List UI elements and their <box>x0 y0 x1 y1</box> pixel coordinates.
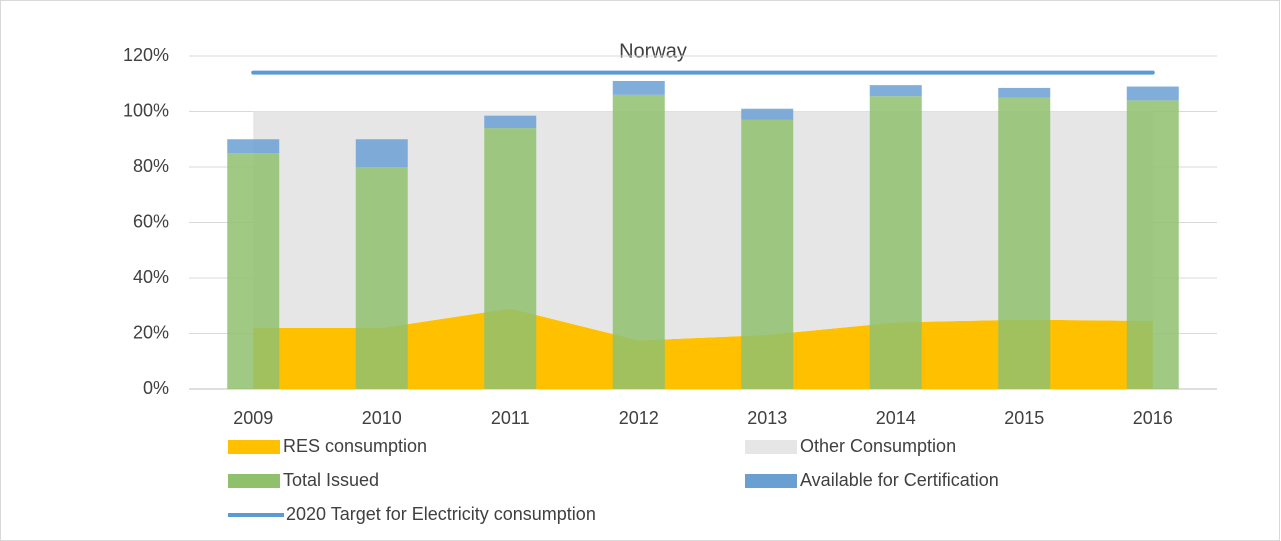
legend-label: Available for Certification <box>800 470 999 490</box>
bar <box>355 139 408 167</box>
legend-swatch <box>228 440 280 454</box>
x-tick-label: 2010 <box>362 408 402 428</box>
bar <box>484 115 537 129</box>
chart-title: Norway <box>619 40 687 62</box>
bar <box>998 97 1051 389</box>
bar <box>612 94 665 389</box>
legend-label: Other Consumption <box>800 436 956 456</box>
area <box>253 308 1153 389</box>
bar <box>484 128 537 389</box>
x-tick-label: 2012 <box>619 408 659 428</box>
legend-label: RES consumption <box>283 436 427 456</box>
legend-label: 2020 Target for Electricity consumption <box>286 504 596 524</box>
x-tick-label: 2013 <box>747 408 787 428</box>
bar <box>355 167 408 389</box>
bar <box>869 96 922 390</box>
x-tick-label: 2015 <box>1004 408 1044 428</box>
bar <box>869 85 922 97</box>
bar <box>741 119 794 389</box>
bar <box>227 139 280 154</box>
y-tick-label: 80% <box>133 156 169 176</box>
bar <box>612 80 665 95</box>
y-tick-label: 20% <box>133 322 169 342</box>
x-tick-label: 2011 <box>491 408 530 428</box>
bar <box>998 87 1051 98</box>
y-tick-label: 0% <box>143 378 169 398</box>
x-tick-label: 2014 <box>876 408 916 428</box>
legend-swatch <box>745 440 797 454</box>
area <box>253 111 1153 341</box>
legend-swatch <box>745 474 797 488</box>
bar <box>1126 100 1179 390</box>
y-tick-label: 60% <box>133 211 169 231</box>
x-tick-label: 2016 <box>1133 408 1173 428</box>
bar <box>741 108 794 120</box>
legend-label: Total Issued <box>283 470 379 490</box>
bar <box>1126 86 1179 101</box>
bar <box>227 153 280 389</box>
x-tick-label: 2009 <box>233 408 273 428</box>
y-tick-label: 40% <box>133 267 169 287</box>
legend-swatch <box>228 474 280 488</box>
y-tick-label: 120% <box>123 45 169 65</box>
y-tick-label: 100% <box>123 100 169 120</box>
